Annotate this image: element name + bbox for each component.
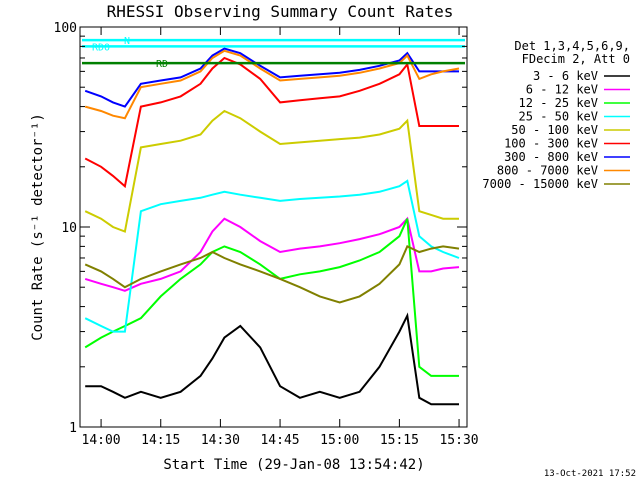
series-line-12-25-kev (84, 218, 459, 377)
chart-title: RHESSI Observing Summary Count Rates (107, 2, 454, 21)
x-tick-label: 15:30 (439, 433, 478, 448)
legend-label-12-25-kev: 12 - 25 keV (519, 96, 598, 110)
flag-layer: RD0 N RD (82, 36, 465, 70)
x-axis-label: Start Time (29-Jan-08 13:54:42) (163, 457, 424, 473)
tick-layer: 14:00 14:15 14:30 14:45 15:00 15:15 15:30 1 10 10… (54, 21, 479, 448)
y-tick-label: 1 (69, 421, 77, 436)
x-tick-label: 14:30 (201, 433, 240, 448)
y-tick-label: 100 (54, 21, 77, 36)
legend-header-line-2: FDecim 2, Att 0 (522, 52, 630, 66)
legend-label-100-300-kev: 100 - 300 keV (504, 137, 598, 151)
x-tick-label: 14:00 (82, 433, 121, 448)
legend-label-3-6-kev: 3 - 6 keV (533, 69, 598, 83)
legend-header-line-1: Det 1,3,4,5,6,9, (514, 39, 630, 53)
legend: Det 1,3,4,5,6,9, FDecim 2, Att 0 3 - 6 k… (482, 39, 630, 191)
flag-label-rd0: RD0 (92, 42, 110, 53)
flag-label-rd: RD (156, 59, 168, 70)
x-tick-label: 14:45 (260, 433, 299, 448)
series-line-6-12-kev (84, 216, 460, 292)
series-line-7000-15000-kev (84, 245, 460, 304)
data-layer (84, 47, 460, 406)
x-tick-label: 14:15 (141, 433, 180, 448)
flag-label-n: N (124, 36, 130, 47)
y-axis-label: Count Rate (s⁻¹ detector⁻¹) (30, 113, 46, 341)
y-tick-label: 10 (61, 221, 77, 236)
legend-label-800-7000-kev: 800 - 7000 keV (497, 164, 598, 178)
legend-label-50-100-kev: 50 - 100 keV (511, 123, 598, 137)
x-tick-label: 15:15 (380, 433, 419, 448)
legend-label-7000-15000-kev: 7000 - 15000 keV (482, 177, 598, 191)
legend-label-300-800-kev: 300 - 800 keV (504, 150, 598, 164)
series-line-100-300-kev (84, 56, 459, 189)
series-line-50-100-kev (84, 109, 459, 233)
plot-area: RD0 N RD 14:00 14:15 14:30 14:45 15:00 15:15 15:… (54, 21, 479, 448)
timestamp: 13-Oct-2021 17:52 (544, 469, 636, 479)
series-line-800-7000-kev (84, 49, 460, 120)
series-line-3-6-kev (85, 312, 459, 406)
series-line-300-800-kev (84, 47, 459, 108)
series-line-25-50-kev (84, 179, 460, 333)
legend-label-6-12-kev: 6 - 12 keV (526, 83, 598, 97)
x-tick-label: 15:00 (320, 433, 359, 448)
legend-label-25-50-kev: 25 - 50 keV (519, 110, 598, 124)
